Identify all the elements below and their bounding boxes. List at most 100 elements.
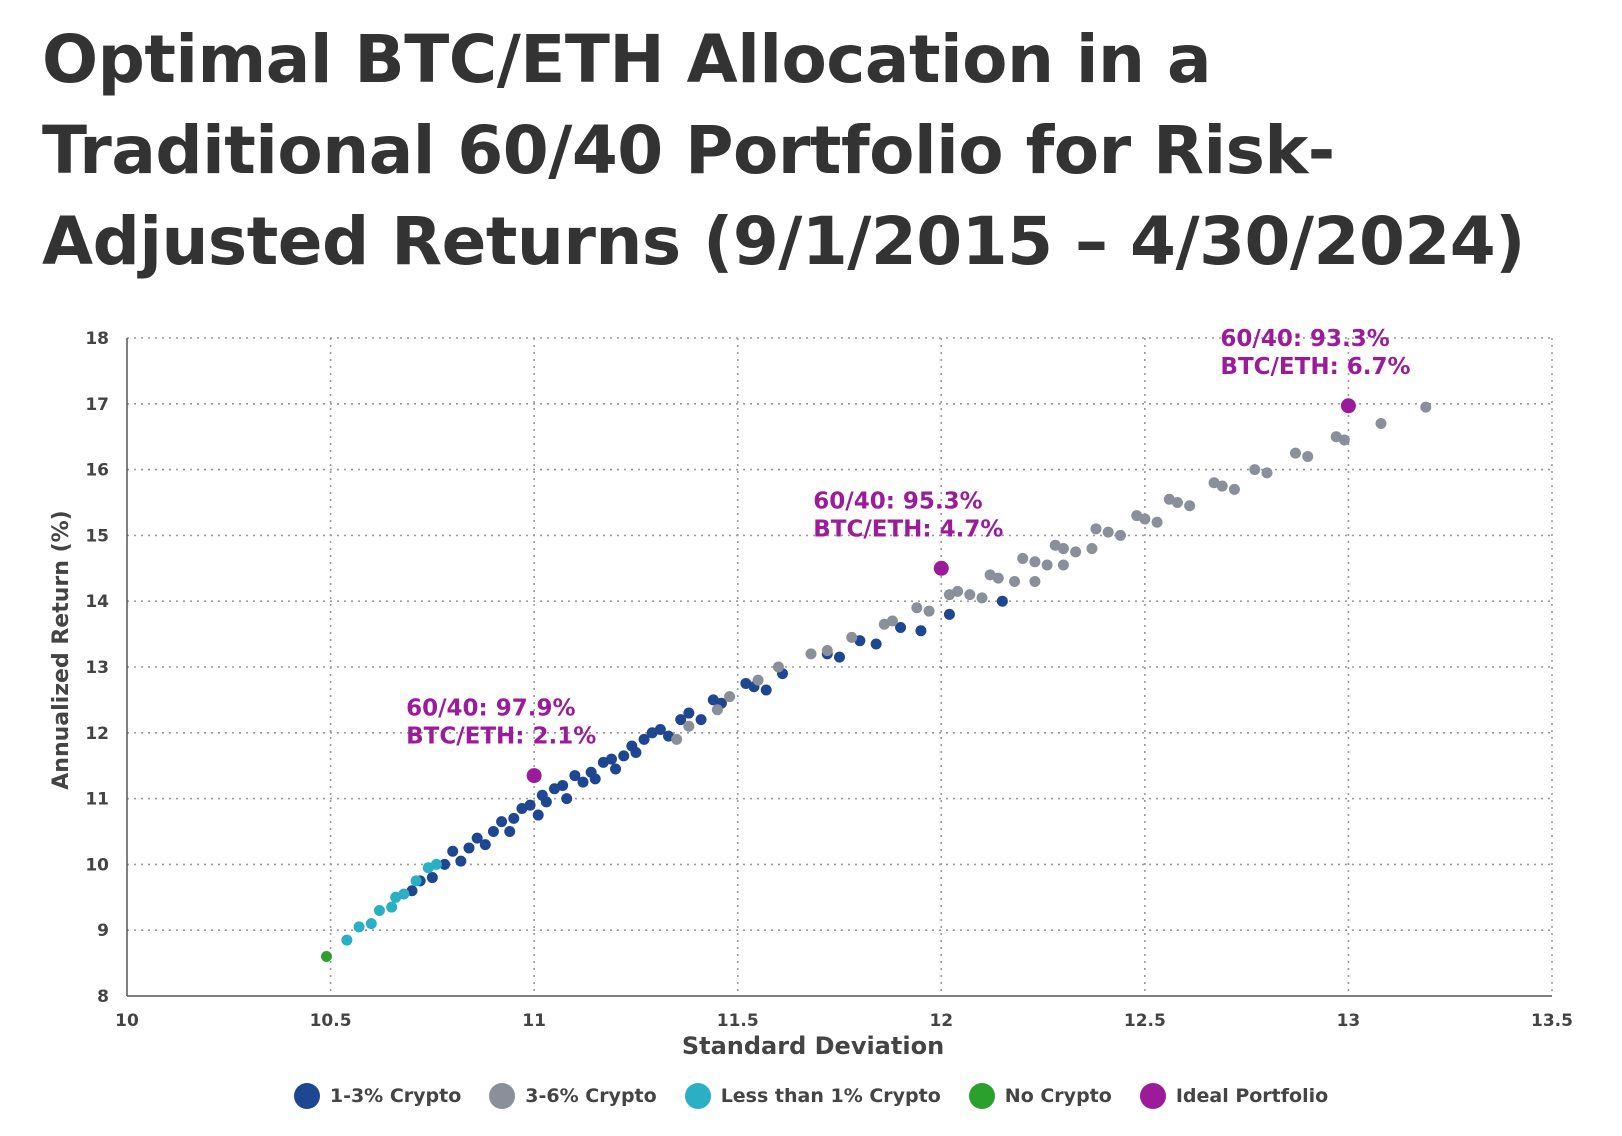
data-point-3-6-crypto	[923, 605, 935, 617]
data-point-3-6-crypto	[952, 585, 964, 597]
data-point-1-3-crypto	[524, 799, 536, 811]
data-point-3-6-crypto	[1029, 556, 1041, 568]
data-point-1-3-crypto	[618, 750, 630, 762]
data-point-3-6-crypto	[821, 645, 833, 657]
annotation-label: BTC/ETH: 4.7%	[813, 516, 1003, 542]
data-point-1-3-crypto	[504, 826, 516, 837]
y-tick-label: 16	[85, 461, 109, 481]
data-point-3-6-crypto	[1420, 401, 1432, 413]
data-point-3-6-crypto	[1029, 575, 1041, 587]
y-tick-label: 14	[85, 592, 109, 612]
annotations: 60/40: 97.9%BTC/ETH: 2.1%60/40: 95.3%BTC…	[406, 326, 1410, 750]
axes	[126, 338, 1552, 997]
data-point-1-3-crypto	[695, 714, 707, 726]
y-tick-label: 13	[85, 658, 109, 678]
data-point-3-6-crypto	[1375, 418, 1387, 430]
legend-item-1-3-crypto: 1-3% Crypto	[293, 1083, 462, 1109]
legend-swatch	[1139, 1083, 1166, 1109]
y-tick-label: 8	[97, 987, 109, 1007]
data-point-3-6-crypto	[992, 572, 1004, 584]
data-point-3-6-crypto	[1086, 543, 1098, 555]
legend-swatch	[489, 1083, 516, 1109]
data-point-1-3-crypto	[834, 651, 845, 663]
y-tick-label: 15	[85, 526, 109, 546]
data-point-1-3-crypto	[610, 763, 622, 775]
data-points	[321, 398, 1432, 963]
data-point-3-6-crypto	[1139, 513, 1151, 525]
x-tick-label: 12	[929, 1011, 953, 1031]
legend: 1-3% Crypto 3-6% Crypto Less than 1% Crypt…	[0, 1076, 1622, 1116]
y-tick-label: 9	[97, 921, 109, 941]
data-point-1-3-crypto	[569, 770, 581, 782]
data-point-3-6-crypto	[1151, 516, 1163, 528]
data-point-1-3-crypto	[479, 839, 491, 851]
data-point-3-6-crypto	[772, 661, 784, 673]
data-point-3-6-crypto	[1070, 546, 1082, 558]
data-point-3-6-crypto	[976, 592, 988, 604]
data-point-1-3-crypto	[508, 812, 520, 824]
data-point-1-3-crypto	[557, 779, 569, 791]
scatter-plot: 10 10.5 11 11.5 12 12.5 13 13.5 8 9 10 11 12 13 14 15 1…	[49, 326, 1573, 1060]
legend-label: 1-3% Crypto	[329, 1085, 462, 1107]
data-point-3-6-crypto	[1261, 467, 1273, 479]
x-tick-label: 10.5	[310, 1011, 352, 1031]
data-point-1-3-crypto	[540, 796, 552, 808]
data-point-3-6-crypto	[752, 674, 764, 686]
data-point-1-3-crypto	[996, 595, 1008, 607]
data-point-1-3-crypto	[577, 776, 589, 788]
data-point-3-6-crypto	[1090, 523, 1102, 535]
x-tick-label: 13.5	[1531, 1011, 1573, 1031]
legend-swatch	[293, 1083, 320, 1109]
data-point-3-6-crypto	[671, 733, 683, 745]
data-point-3-6-crypto	[1102, 526, 1114, 538]
data-point-1-3-crypto	[895, 622, 907, 634]
y-tick-labels: 8 9 10 11 12 13 14 15 16 17 18	[85, 329, 109, 1007]
data-point-ideal-portfolio	[1340, 398, 1356, 414]
data-point-3-6-crypto	[1338, 434, 1350, 446]
x-tick-label: 10	[115, 1011, 139, 1031]
data-point-1-3-crypto	[943, 608, 955, 620]
data-point-1-3-crypto	[606, 753, 617, 765]
data-point-1-3-crypto	[630, 747, 642, 759]
data-point-ideal-portfolio	[933, 560, 949, 576]
annotation-label: BTC/ETH: 2.1%	[406, 724, 596, 750]
x-tick-label: 12.5	[1124, 1011, 1166, 1031]
legend-label: Less than 1% Crypto	[720, 1085, 941, 1107]
data-point-3-6-crypto	[1057, 543, 1069, 555]
data-point-1-3-crypto	[760, 684, 772, 696]
data-point-less-than-1-crypto	[386, 901, 398, 913]
data-point-3-6-crypto	[1057, 559, 1069, 571]
legend-label: Ideal Portfolio	[1175, 1085, 1329, 1107]
data-point-1-3-crypto	[683, 707, 695, 719]
data-point-1-3-crypto	[561, 793, 573, 805]
legend-swatch	[968, 1083, 995, 1109]
data-point-1-3-crypto	[496, 816, 508, 828]
legend-item-no-crypto: No Crypto	[968, 1083, 1112, 1109]
grid-lines	[127, 337, 1553, 996]
y-tick-label: 17	[85, 395, 109, 415]
annotation-label: 60/40: 93.3%	[1220, 326, 1389, 352]
data-point-3-6-crypto	[886, 615, 898, 627]
data-point-less-than-1-crypto	[353, 921, 365, 933]
data-point-3-6-crypto	[911, 602, 923, 614]
x-tick-label: 11	[522, 1011, 546, 1031]
data-point-no-crypto	[321, 951, 332, 963]
legend-label: No Crypto	[1004, 1085, 1112, 1107]
data-point-3-6-crypto	[846, 631, 858, 643]
data-point-3-6-crypto	[1290, 447, 1301, 459]
data-point-3-6-crypto	[1041, 559, 1053, 571]
data-point-3-6-crypto	[724, 691, 736, 703]
annotation-label: BTC/ETH: 6.7%	[1220, 354, 1410, 380]
data-point-3-6-crypto	[683, 720, 695, 732]
x-tick-labels: 10 10.5 11 11.5 12 12.5 13 13.5	[115, 1011, 1573, 1031]
legend-label: 3-6% Crypto	[525, 1085, 657, 1107]
data-point-less-than-1-crypto	[373, 904, 385, 916]
data-point-1-3-crypto	[487, 826, 499, 837]
chart-title: Optimal BTC/ETH Allocation in a Traditio…	[42, 21, 1525, 280]
data-point-3-6-crypto	[711, 704, 723, 716]
legend-item-less-than-1-crypto: Less than 1% Crypto	[684, 1083, 941, 1109]
data-point-3-6-crypto	[1009, 575, 1021, 587]
y-tick-label: 10	[85, 855, 109, 875]
y-tick-label: 18	[85, 329, 109, 349]
data-point-1-3-crypto	[426, 872, 438, 884]
